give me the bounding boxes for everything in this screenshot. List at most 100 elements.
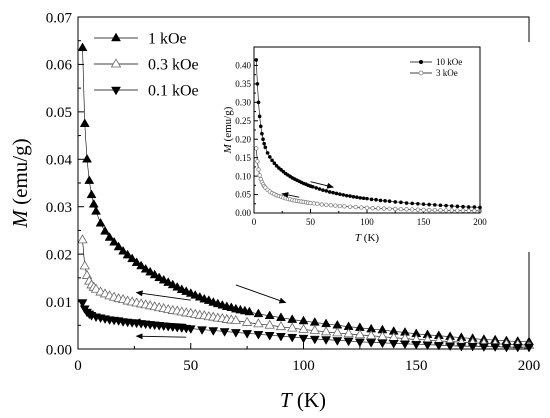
main-data-point bbox=[131, 257, 142, 266]
main-data-point bbox=[219, 328, 230, 337]
inset-data-point bbox=[472, 205, 477, 209]
inset-data-point bbox=[257, 173, 262, 178]
inset-data-point bbox=[387, 206, 392, 211]
main-direction-arrow bbox=[235, 284, 287, 304]
inset-data-point bbox=[355, 195, 359, 199]
main-data-point bbox=[512, 343, 523, 353]
main-data-point bbox=[264, 319, 275, 329]
main-x-tick-label: 200 bbox=[518, 358, 541, 374]
inset-data-point bbox=[466, 205, 471, 209]
inset-data-point bbox=[347, 204, 353, 209]
inset-data-point bbox=[255, 159, 260, 164]
inset-x-tick-label: 50 bbox=[306, 217, 316, 227]
inset-series-layer bbox=[254, 58, 483, 214]
inset-data-point bbox=[338, 192, 342, 196]
main-data-point bbox=[298, 334, 309, 344]
main-legend-entry: 1 kOe bbox=[94, 31, 187, 48]
main-data-point bbox=[230, 329, 241, 338]
inset-series-1 bbox=[254, 146, 483, 214]
inset-data-point bbox=[404, 207, 409, 212]
inset-data-point bbox=[416, 201, 420, 206]
main-x-axis-title: T (K) bbox=[280, 388, 326, 412]
main-data-point bbox=[100, 226, 110, 235]
inset-data-point bbox=[261, 137, 265, 142]
main-y-axis-title: M (emu/g) bbox=[8, 138, 32, 228]
inset-data-point bbox=[260, 131, 264, 136]
main-data-point bbox=[456, 342, 467, 352]
inset-data-point bbox=[410, 201, 415, 206]
main-y-tick-label: 0.01 bbox=[46, 295, 72, 311]
main-legend-entry: 0.1 kOe bbox=[94, 83, 199, 100]
main-data-point bbox=[411, 341, 422, 350]
main-data-point bbox=[104, 232, 115, 241]
main-data-point bbox=[445, 342, 456, 352]
main-data-point bbox=[354, 329, 366, 339]
main-series-0 bbox=[77, 42, 534, 346]
main-data-point bbox=[366, 339, 377, 348]
inset-x-tick-label: 100 bbox=[360, 217, 374, 227]
main-data-point bbox=[230, 314, 242, 324]
inset-data-point bbox=[387, 199, 392, 203]
inset-data-point bbox=[432, 207, 437, 213]
main-direction-arrow bbox=[135, 290, 191, 301]
inset-data-point bbox=[455, 208, 460, 213]
main-data-point bbox=[244, 306, 255, 316]
main-data-point bbox=[377, 339, 388, 349]
inset-data-point bbox=[308, 200, 313, 206]
inset-data-point bbox=[449, 208, 454, 213]
inset-legend-entry: 10 kOe bbox=[410, 57, 462, 67]
inset-legend-label: 3 kOe bbox=[436, 68, 458, 78]
main-data-point bbox=[77, 234, 88, 244]
main-data-point bbox=[109, 236, 120, 246]
inset-data-point bbox=[365, 196, 369, 201]
main-data-point bbox=[276, 332, 286, 342]
inset-data-point bbox=[268, 155, 272, 159]
inset-data-point bbox=[254, 58, 259, 62]
inset-data-point bbox=[443, 208, 449, 213]
inset-y-tick-label: 0.35 bbox=[235, 79, 251, 89]
inset-data-point bbox=[398, 206, 404, 212]
inset-data-point bbox=[255, 82, 260, 86]
main-data-point bbox=[77, 299, 88, 308]
main-data-point bbox=[287, 322, 298, 332]
main-data-point bbox=[208, 327, 219, 336]
inset-data-point bbox=[256, 100, 261, 105]
main-data-point bbox=[287, 333, 298, 343]
inset-data-point bbox=[449, 204, 454, 208]
inset-data-point bbox=[333, 203, 338, 208]
inset-data-point bbox=[342, 204, 347, 209]
inset-data-point bbox=[314, 186, 318, 190]
main-data-point bbox=[422, 341, 433, 351]
main-data-point bbox=[321, 318, 331, 328]
inset-data-point bbox=[324, 189, 329, 193]
main-data-point bbox=[343, 337, 354, 347]
inset-legend-marker bbox=[419, 60, 423, 64]
inset-data-point bbox=[393, 206, 398, 212]
main-y-tick-label: 0.04 bbox=[46, 153, 73, 169]
inset-data-point bbox=[358, 196, 363, 200]
main-y-tick-labels: 0.00 0.01 0.02 0.03 0.04 0.05 0.06 0.07 bbox=[46, 10, 73, 358]
main-data-point bbox=[88, 198, 99, 208]
main-y-tick-label: 0.02 bbox=[46, 247, 72, 263]
inset-legend-marker bbox=[418, 70, 424, 76]
inset-x-tick-labels: 0 50 100 150 200 bbox=[252, 217, 488, 227]
inset-data-point bbox=[427, 207, 432, 213]
inset-annotation-arrows bbox=[281, 181, 335, 198]
main-data-point bbox=[276, 312, 286, 321]
main-data-point bbox=[91, 206, 101, 215]
inset-y-tick-label: 0.15 bbox=[235, 153, 251, 163]
main-data-point bbox=[185, 325, 196, 334]
inset-data-point bbox=[378, 198, 383, 203]
inset-data-point bbox=[455, 204, 460, 209]
inset-data-point bbox=[421, 202, 426, 206]
inset-data-point bbox=[270, 158, 274, 163]
main-data-point bbox=[298, 323, 309, 333]
main-data-point bbox=[298, 315, 309, 325]
main-legend-marker bbox=[110, 58, 122, 68]
main-data-point bbox=[320, 326, 332, 336]
inset-data-point bbox=[344, 193, 349, 198]
main-data-point bbox=[309, 324, 320, 334]
inset-data-point bbox=[272, 161, 277, 165]
main-data-point bbox=[242, 330, 253, 339]
